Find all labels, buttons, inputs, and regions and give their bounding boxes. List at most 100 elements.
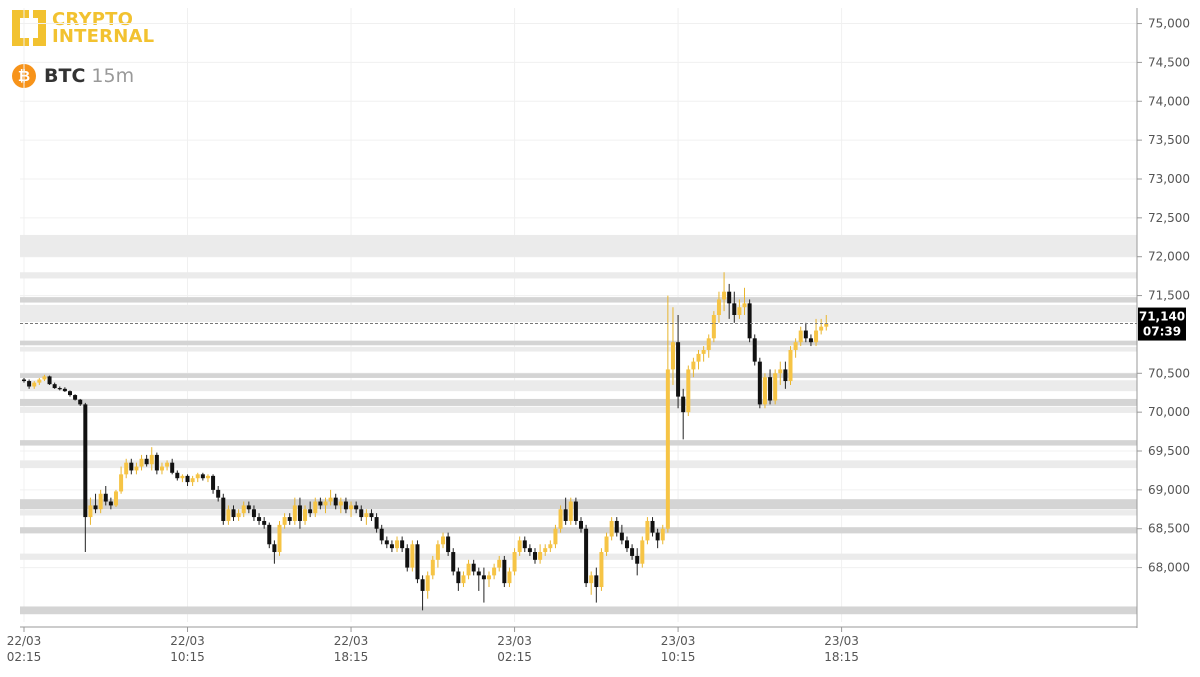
candle [681, 388, 686, 440]
candle-body [236, 513, 241, 518]
candle [93, 493, 98, 514]
candle [313, 497, 318, 518]
candle [640, 536, 645, 568]
candle-body [686, 369, 691, 413]
candle-body [665, 369, 670, 529]
candle [410, 540, 415, 572]
candle [272, 540, 277, 564]
candle-body [711, 315, 716, 339]
candle [676, 315, 681, 409]
candle [604, 532, 609, 556]
candle [395, 536, 400, 553]
candle [793, 338, 798, 358]
candle-body [257, 517, 262, 521]
candle-body [543, 548, 548, 553]
candle-body [379, 528, 384, 541]
price-tick-label: 70,500 [1148, 366, 1190, 380]
candle [47, 375, 52, 385]
candle [757, 357, 762, 409]
candle [548, 540, 553, 553]
candle-body [22, 379, 26, 382]
candle [251, 505, 256, 521]
candle [451, 548, 456, 576]
candle [52, 382, 57, 389]
candle [37, 377, 42, 385]
candle-body [492, 567, 497, 576]
candle-body [768, 377, 773, 401]
candle-body [548, 544, 553, 549]
candle-body [533, 552, 537, 560]
candle [287, 513, 292, 525]
candle-body [231, 509, 236, 518]
time-axis[interactable]: 22/03 02:15 22/03 10:15 22/03 18:15 23/03 02:15… [7, 626, 1137, 664]
candle [262, 517, 267, 529]
candle-body [609, 520, 614, 537]
candle-body [124, 462, 129, 475]
candle [175, 470, 180, 481]
candle [456, 567, 461, 591]
candle-body [333, 497, 338, 506]
candle [696, 349, 701, 370]
time-tick-date: 22/03 [170, 634, 205, 648]
candle [328, 489, 333, 506]
candle [716, 291, 721, 323]
candle-body [308, 509, 313, 514]
candle [420, 575, 425, 611]
candle [384, 536, 389, 549]
candle [619, 524, 624, 545]
candle-body [808, 338, 813, 343]
candle-body [200, 474, 205, 479]
candle [185, 474, 190, 486]
candle [747, 299, 752, 343]
candle-body [83, 404, 88, 518]
price-tick-label: 75,000 [1148, 17, 1190, 31]
candle-body [42, 376, 47, 380]
candle [635, 548, 640, 576]
candle-body [103, 493, 108, 502]
price-tick-label: 73,500 [1148, 133, 1190, 147]
candle-body [190, 478, 195, 483]
candle-body [343, 501, 348, 510]
candle-body [287, 517, 292, 521]
candle [282, 513, 287, 529]
price-axis[interactable]: 75,000 74,500 74,000 73,500 73,000 72,500 72,0… [1136, 8, 1190, 628]
candle-body [98, 493, 103, 510]
price-tick-label: 73,000 [1148, 172, 1190, 186]
candle [308, 501, 313, 518]
candle [568, 497, 573, 525]
sr-zone [20, 460, 1137, 469]
candle-body [211, 475, 216, 490]
brand-mark-icon [12, 10, 46, 46]
candle [650, 517, 655, 537]
time-tick-time: 10:15 [661, 650, 696, 664]
candle [134, 462, 139, 475]
candle [630, 544, 635, 560]
candle [159, 462, 164, 475]
candle [742, 287, 747, 315]
candle [129, 458, 134, 475]
candle [257, 513, 262, 525]
candle-body [359, 509, 364, 518]
candle-body [716, 299, 721, 315]
candle [609, 517, 614, 541]
candle-body [374, 517, 379, 529]
candle-body [67, 391, 72, 396]
candle-body [803, 330, 808, 339]
candle [701, 346, 706, 362]
candle-body [691, 361, 696, 370]
candle-body [165, 462, 170, 467]
candle [27, 379, 32, 389]
candle [691, 357, 696, 378]
candle-body [635, 555, 640, 564]
candle-body [349, 505, 354, 510]
timeframe-label[interactable]: 15m [91, 65, 135, 87]
candle-body [435, 544, 440, 560]
candle [711, 311, 716, 343]
candle-body [522, 540, 527, 549]
candle [338, 497, 343, 514]
candle-body [185, 475, 190, 483]
candle-body [205, 475, 210, 479]
candle-body [558, 509, 563, 529]
candle-body [466, 563, 471, 576]
